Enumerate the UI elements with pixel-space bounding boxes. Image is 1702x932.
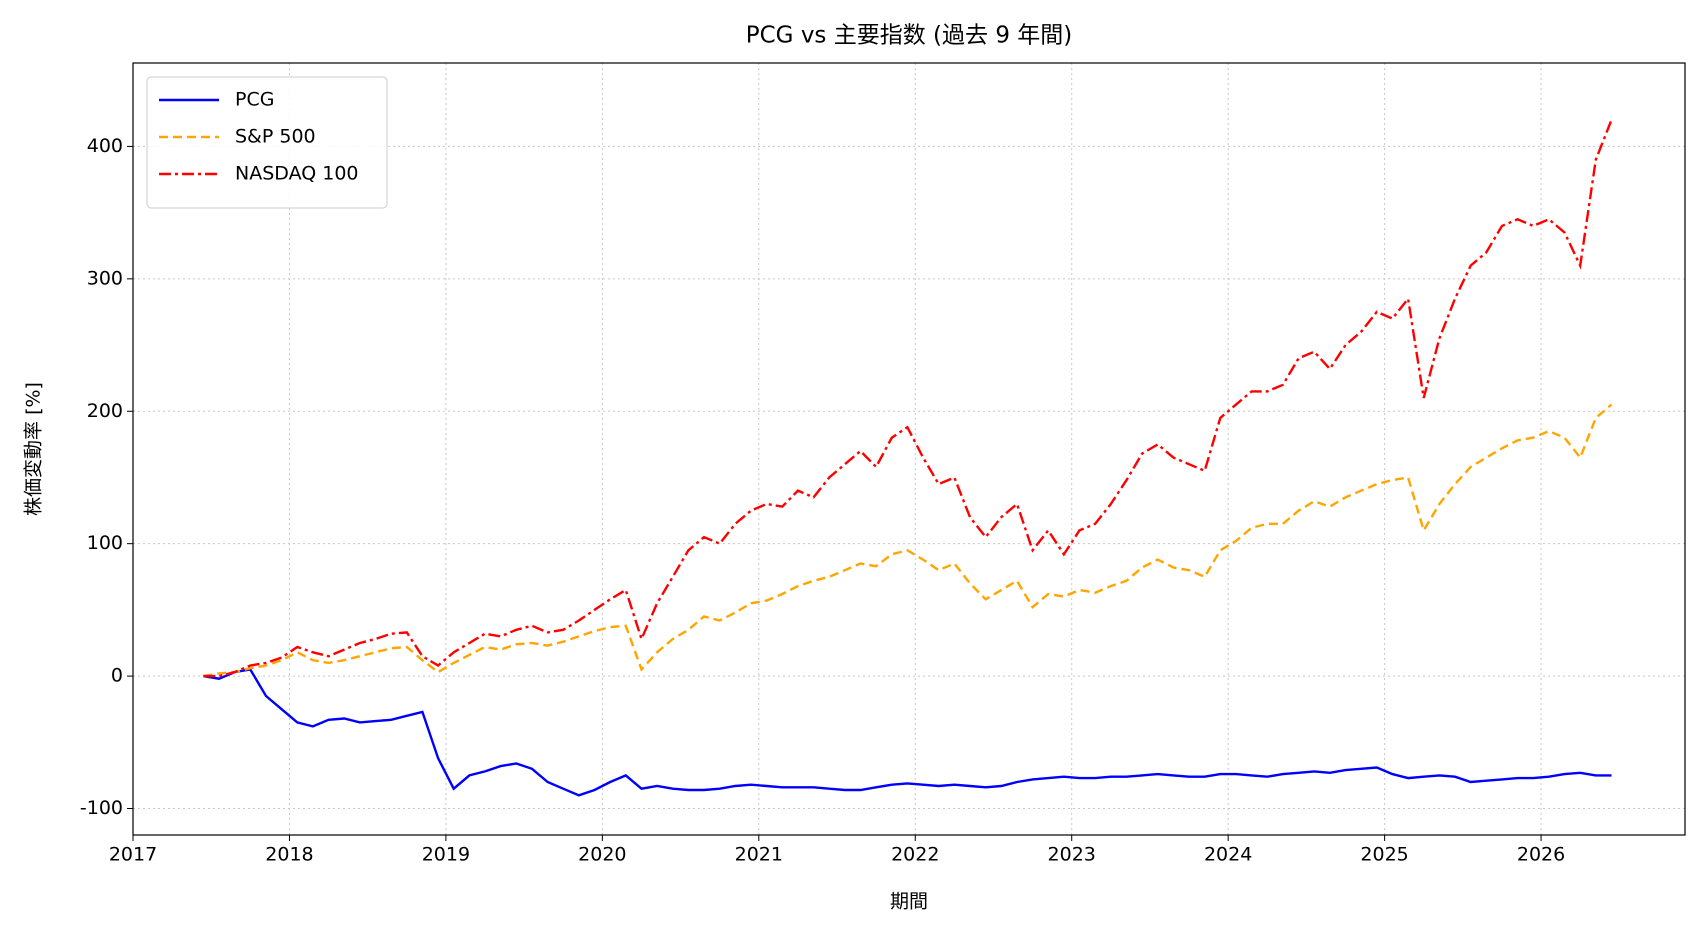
plot-frame	[132, 62, 1686, 836]
x-tick-label: 2021	[735, 844, 783, 866]
x-tick-label: 2026	[1517, 844, 1565, 866]
y-tick-label: 200	[87, 400, 123, 422]
legend-label: NASDAQ 100	[235, 163, 359, 185]
x-tick-label: 2017	[109, 844, 157, 866]
x-tick-label: 2023	[1048, 844, 1096, 866]
legend-label: PCG	[235, 89, 274, 111]
y-tick-label: -100	[80, 797, 123, 819]
x-tick-label: 2022	[891, 844, 939, 866]
chart-title: PCG vs 主要指数 (過去 9 年間)	[746, 23, 1072, 49]
y-axis-label: 株価変動率 [%]	[23, 382, 45, 516]
y-tick-label: 300	[87, 267, 123, 289]
y-tick-label: 400	[87, 135, 123, 157]
legend-box	[146, 76, 388, 209]
x-tick-label: 2020	[578, 844, 626, 866]
x-tick-label: 2019	[422, 844, 470, 866]
series-line	[203, 668, 1612, 797]
legend-label: S&P 500	[235, 126, 316, 148]
x-tick-label: 2018	[265, 844, 313, 866]
legend: PCG S&P 500 NASDAQ 100	[146, 76, 388, 209]
series-line	[203, 403, 1613, 678]
x-axis-label: 期間	[890, 891, 928, 913]
x-tick-label: 2024	[1204, 844, 1252, 866]
x-tick-label: 2025	[1360, 844, 1408, 866]
y-tick-label: 100	[87, 532, 123, 554]
y-tick-label: 0	[111, 665, 123, 687]
series-line	[203, 119, 1613, 678]
